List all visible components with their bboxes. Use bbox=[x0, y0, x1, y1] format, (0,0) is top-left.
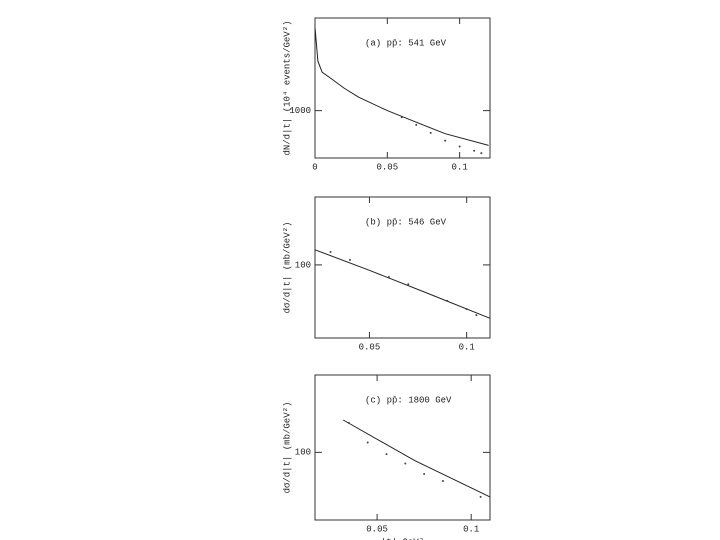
data-point bbox=[479, 495, 482, 498]
plot-frame bbox=[314, 374, 491, 521]
data-point bbox=[385, 453, 388, 456]
x-tick-label: 0.1 bbox=[459, 342, 475, 352]
data-point bbox=[480, 152, 483, 155]
data-point bbox=[349, 258, 351, 261]
fit-line bbox=[342, 419, 491, 498]
data-point bbox=[423, 472, 426, 475]
plot-frame bbox=[314, 196, 491, 339]
data-point bbox=[415, 123, 418, 126]
y-axis-label: dσ/d|t| (mb/GeV²) bbox=[282, 402, 292, 494]
data-point bbox=[429, 131, 432, 134]
data-point bbox=[465, 308, 468, 311]
y-tick-label: 1000 bbox=[289, 106, 311, 116]
y-axis-label: dσ/d|t| (mb/GeV²) bbox=[282, 222, 292, 314]
data-point bbox=[458, 145, 461, 148]
data-point bbox=[404, 462, 407, 465]
x-tick-label: 0.05 bbox=[377, 162, 399, 172]
x-axis-label: |t| GeV² bbox=[381, 537, 424, 540]
x-tick-label: 0.1 bbox=[463, 524, 479, 534]
data-point bbox=[347, 422, 350, 425]
x-tick-label: 0 bbox=[312, 162, 317, 172]
x-tick-label: 0.05 bbox=[359, 342, 381, 352]
x-tick-label: 0.05 bbox=[366, 524, 388, 534]
y-axis-label: dN/d|t| (10⁴ events/GeV²) bbox=[281, 20, 292, 155]
data-point bbox=[441, 479, 444, 482]
plot-frame bbox=[314, 17, 491, 159]
y-tick-label: 100 bbox=[295, 260, 311, 270]
data-point bbox=[400, 116, 403, 119]
data-point bbox=[407, 283, 410, 286]
fit-line bbox=[314, 27, 489, 146]
panel-title: (a) pp̄: 541 GeV bbox=[365, 38, 447, 48]
data-point bbox=[475, 314, 478, 317]
x-tick-label: 0.1 bbox=[452, 162, 468, 172]
data-point bbox=[366, 441, 369, 444]
panel-title: (b) pp̄: 546 GeV bbox=[365, 217, 447, 227]
data-point bbox=[473, 149, 476, 152]
y-tick-label: 100 bbox=[295, 448, 311, 458]
fit-line bbox=[314, 249, 491, 319]
data-point bbox=[329, 251, 332, 254]
data-point bbox=[444, 139, 447, 142]
data-point bbox=[387, 275, 390, 278]
data-point bbox=[446, 299, 449, 302]
panel-title: (c) pp̄: 1800 GeV bbox=[365, 395, 452, 405]
